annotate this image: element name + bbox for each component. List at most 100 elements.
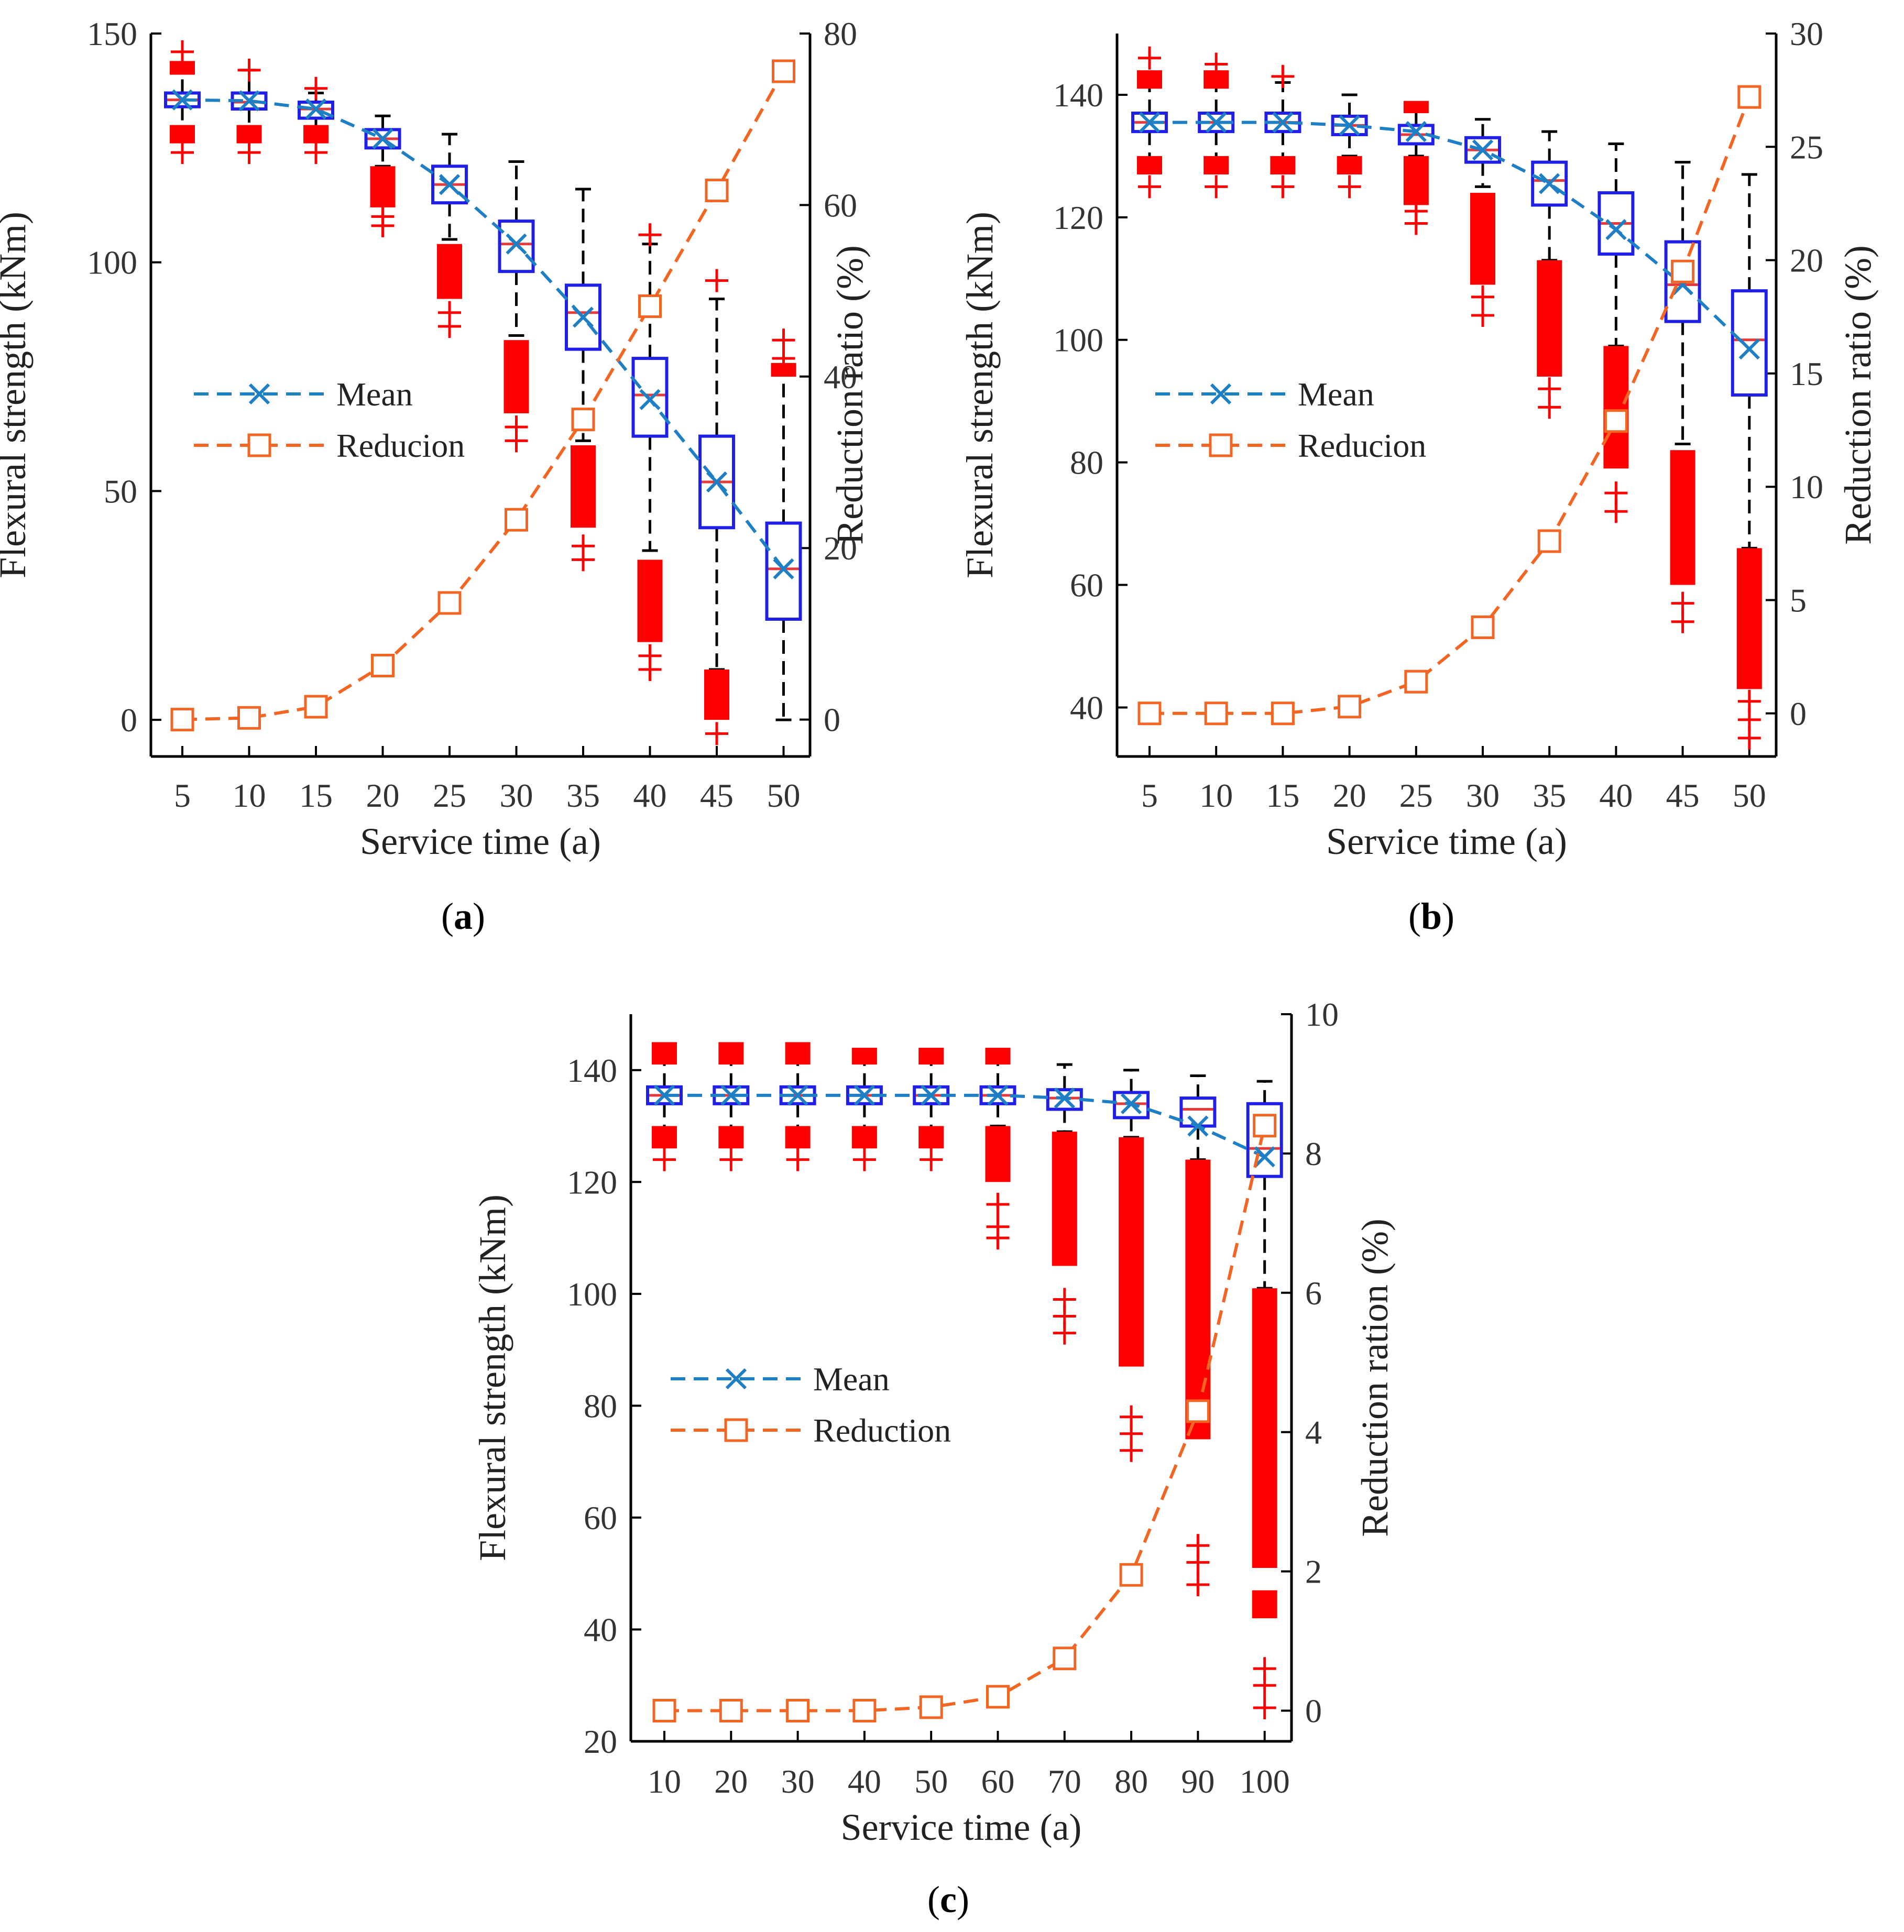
outlier-band-a — [637, 559, 663, 642]
outlier-band-b — [1603, 346, 1629, 469]
right-y-axis-title-b: Reduction ratio (%) — [1837, 245, 1879, 545]
reduction-point-a — [304, 695, 328, 719]
left-y-tick-label-c: 140 — [567, 1052, 617, 1089]
x-tick-label-b: 10 — [1199, 777, 1233, 814]
box-a — [565, 283, 601, 351]
mean-point-stroke — [1120, 1093, 1142, 1114]
mean-point-b — [1605, 219, 1627, 240]
right-y-tick-label-a: 60 — [824, 186, 857, 224]
mean-point-stroke — [506, 233, 527, 255]
left-y-tick-label-a: 150 — [87, 15, 137, 52]
legend-label-mean-b: Mean — [1298, 376, 1374, 413]
reduction-point-a — [170, 708, 194, 732]
chart-panel-c: 20 40 60 80 100 120 140 0 2 4 6 8 10 10 20 30 40 50 60 70 80… — [472, 996, 1396, 1848]
box-b — [1731, 289, 1768, 397]
reduction-line-b — [1150, 96, 1751, 715]
left-y-tick-label-b: 80 — [1070, 444, 1103, 481]
x-axis-title-b: Service time (a) — [1326, 820, 1567, 862]
mean-line-c — [664, 1093, 1265, 1158]
box-a — [631, 357, 669, 438]
reduction-point-a — [371, 653, 395, 677]
mean-point-stroke — [1254, 1146, 1275, 1168]
outlier-band-a — [236, 125, 262, 144]
right-y-tick-label-c: 2 — [1305, 1553, 1322, 1590]
outlier-band-c — [985, 1048, 1011, 1065]
legend-marker-mean-a — [248, 383, 270, 405]
mean-point-stroke — [1472, 139, 1494, 161]
box-b — [1464, 136, 1501, 164]
x-tick-label-c: 70 — [1048, 1763, 1081, 1800]
mean-point-a — [305, 98, 327, 120]
mean-point-b — [1405, 120, 1427, 142]
reduction-point-b — [1537, 529, 1561, 553]
outlier-band-c — [1185, 1159, 1211, 1440]
mean-point-stroke — [853, 1084, 876, 1106]
mean-point-stroke — [921, 1084, 942, 1106]
outlier-band-b — [1736, 548, 1762, 689]
outlier-band-b — [1203, 156, 1229, 174]
right-y-tick-label-c: 6 — [1305, 1275, 1322, 1312]
mean-point-b — [1272, 112, 1294, 133]
mean-point-stroke — [1405, 120, 1427, 142]
mean-point-stroke — [1054, 1088, 1075, 1109]
reduction-point-a — [437, 591, 462, 615]
reduction-line-c — [664, 1125, 1266, 1713]
x-tick-label-c: 50 — [914, 1763, 948, 1800]
x-axis-title-a: Service time (a) — [360, 820, 601, 862]
x-tick-label-a: 50 — [767, 777, 801, 814]
x-tick-label-a: 35 — [566, 777, 600, 814]
mean-point-stroke — [1339, 115, 1360, 136]
x-tick-label-b: 45 — [1666, 777, 1700, 814]
right-y-tick-label-c: 8 — [1305, 1135, 1322, 1172]
reduction-point-a — [772, 59, 795, 83]
mean-point-stroke — [987, 1084, 1009, 1106]
right-y-tick-label-c: 10 — [1305, 996, 1339, 1033]
mean-point-b — [1139, 112, 1161, 133]
mean-point-c — [787, 1084, 808, 1106]
mean-point-stroke — [238, 90, 260, 112]
outlier-band-c — [1252, 1590, 1277, 1619]
mean-point-a — [439, 174, 461, 195]
legend-label-mean-c: Mean — [813, 1360, 890, 1398]
reduction-point-b — [1737, 85, 1761, 109]
left-y-tick-label-c: 120 — [567, 1163, 617, 1201]
mean-point-stroke — [706, 471, 728, 493]
outlier-band-a — [170, 125, 195, 144]
reduction-point-c — [852, 1699, 877, 1723]
x-tick-label-c: 20 — [714, 1763, 748, 1800]
mean-point-c — [853, 1084, 876, 1106]
x-tick-label-c: 100 — [1240, 1763, 1290, 1800]
mean-point-b — [1738, 338, 1760, 360]
mean-point-stroke — [305, 98, 327, 120]
mean-point-a — [706, 471, 728, 493]
panel-caption-b: (b) — [1408, 895, 1454, 937]
reduction-point-a — [705, 179, 729, 203]
legend-label-mean-a: Mean — [336, 376, 413, 413]
mean-point-a — [639, 389, 661, 410]
x-tick-label-a: 40 — [633, 777, 667, 814]
x-axis-title-c: Service time (a) — [841, 1806, 1082, 1848]
mean-point-stroke — [1206, 112, 1227, 133]
right-y-tick-label-b: 10 — [1790, 468, 1823, 506]
left-y-axis-title-b: Flexural strength (kNm) — [959, 212, 1001, 578]
mean-point-stroke — [1272, 112, 1294, 133]
left-y-tick-label-c: 40 — [584, 1611, 617, 1648]
right-y-tick-label-b: 30 — [1790, 15, 1823, 52]
reduction-point-c — [786, 1699, 810, 1723]
mean-point-stroke — [720, 1084, 742, 1106]
reduction-point-c — [1053, 1646, 1077, 1671]
mean-line-a — [182, 98, 785, 570]
mean-point-stroke — [1139, 112, 1161, 133]
mean-point-a — [171, 89, 193, 111]
mean-point-a — [506, 233, 527, 255]
outlier-band-a — [437, 244, 462, 299]
mean-point-b — [1539, 173, 1560, 194]
box-c — [1246, 1102, 1283, 1178]
right-y-axis-title-a: Reduction ratio (%) — [829, 245, 871, 545]
mean-point-stroke — [372, 128, 393, 150]
reduction-point-b — [1338, 695, 1362, 719]
mean-point-c — [1054, 1088, 1075, 1109]
mean-point-c — [1120, 1093, 1142, 1114]
x-tick-label-b: 5 — [1141, 777, 1158, 814]
